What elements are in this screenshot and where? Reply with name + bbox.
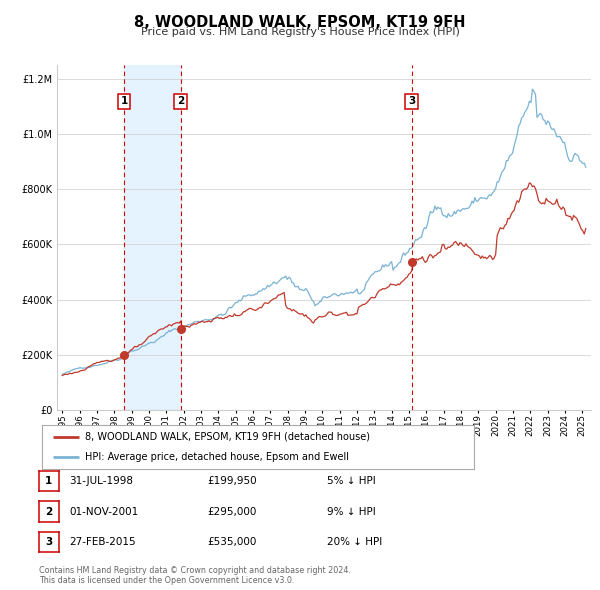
Text: 3: 3 bbox=[45, 537, 53, 547]
Text: 9% ↓ HPI: 9% ↓ HPI bbox=[327, 507, 376, 516]
Bar bbox=[124, 65, 181, 410]
Text: 1: 1 bbox=[121, 96, 128, 106]
Text: 20% ↓ HPI: 20% ↓ HPI bbox=[327, 537, 382, 547]
Text: HPI: Average price, detached house, Epsom and Ewell: HPI: Average price, detached house, Epso… bbox=[85, 452, 349, 462]
Text: 1: 1 bbox=[45, 476, 53, 486]
Text: 3: 3 bbox=[408, 96, 415, 106]
Text: £295,000: £295,000 bbox=[207, 507, 256, 516]
Text: Contains HM Land Registry data © Crown copyright and database right 2024.: Contains HM Land Registry data © Crown c… bbox=[39, 566, 351, 575]
Text: 5% ↓ HPI: 5% ↓ HPI bbox=[327, 476, 376, 486]
Text: £199,950: £199,950 bbox=[207, 476, 257, 486]
Text: £535,000: £535,000 bbox=[207, 537, 256, 547]
Text: 2: 2 bbox=[45, 507, 53, 516]
Text: 8, WOODLAND WALK, EPSOM, KT19 9FH: 8, WOODLAND WALK, EPSOM, KT19 9FH bbox=[134, 15, 466, 30]
Text: 01-NOV-2001: 01-NOV-2001 bbox=[69, 507, 138, 516]
Text: 27-FEB-2015: 27-FEB-2015 bbox=[69, 537, 136, 547]
Text: This data is licensed under the Open Government Licence v3.0.: This data is licensed under the Open Gov… bbox=[39, 576, 295, 585]
Text: 2: 2 bbox=[177, 96, 184, 106]
Text: 8, WOODLAND WALK, EPSOM, KT19 9FH (detached house): 8, WOODLAND WALK, EPSOM, KT19 9FH (detac… bbox=[85, 432, 370, 442]
Text: Price paid vs. HM Land Registry's House Price Index (HPI): Price paid vs. HM Land Registry's House … bbox=[140, 27, 460, 37]
Text: 31-JUL-1998: 31-JUL-1998 bbox=[69, 476, 133, 486]
